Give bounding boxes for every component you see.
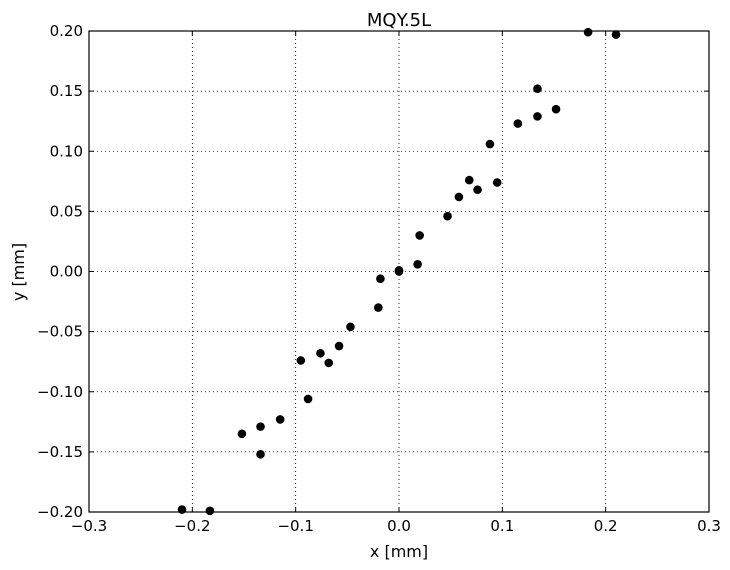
y-tick-label: 0.10 — [50, 142, 83, 160]
y-tick-label: −0.20 — [37, 503, 83, 521]
x-tick-label: 0.2 — [594, 517, 618, 535]
x-axis-label: x [mm] — [370, 542, 428, 561]
x-tick-label: −0.2 — [174, 517, 210, 535]
data-point — [583, 27, 593, 37]
data-point — [376, 274, 385, 284]
data-point — [415, 231, 424, 240]
data-point — [334, 341, 344, 351]
plot-frame — [88, 30, 710, 513]
data-point — [413, 259, 422, 269]
data-point — [374, 303, 383, 312]
data-point — [485, 139, 495, 149]
y-axis-label: y [mm] — [9, 243, 28, 301]
data-point — [177, 505, 187, 514]
y-tick-label: −0.10 — [37, 383, 83, 401]
data-point — [303, 394, 313, 404]
x-tick-label: 0.3 — [697, 517, 721, 535]
data-point — [464, 175, 474, 185]
data-point — [394, 265, 404, 275]
y-tick-label: 0.00 — [50, 263, 83, 281]
x-tick-label: 0.0 — [387, 517, 411, 535]
y-tick-label: 0.20 — [50, 22, 83, 40]
data-point — [492, 178, 502, 187]
data-points — [177, 27, 621, 516]
data-point — [443, 211, 452, 221]
y-tick-label: −0.05 — [37, 323, 83, 341]
data-point — [533, 84, 542, 94]
data-point — [237, 429, 247, 439]
data-point — [533, 112, 542, 121]
data-point — [513, 119, 523, 128]
data-point — [551, 104, 561, 114]
y-tick-label: −0.15 — [37, 443, 83, 461]
data-point — [316, 348, 325, 358]
x-tick-label: −0.3 — [71, 517, 107, 535]
x-tick-label: −0.1 — [277, 517, 313, 535]
y-tick-label: 0.15 — [50, 82, 83, 100]
x-tick-labels: −0.3 −0.2 −0.1 0.0 0.1 0.2 0.3 — [71, 517, 721, 535]
data-point — [296, 356, 306, 365]
y-tick-labels: −0.20 −0.15 −0.10 −0.05 0.00 0.05 0.10 0.15 0.20 — [37, 22, 83, 521]
data-point — [324, 358, 334, 368]
data-point — [256, 422, 265, 431]
data-point — [611, 30, 621, 39]
data-point — [275, 415, 285, 424]
chart-title: MQY.5L — [367, 10, 431, 31]
grid-lines — [89, 31, 709, 512]
data-point — [346, 322, 355, 332]
data-point — [256, 449, 265, 459]
data-point — [205, 506, 215, 516]
x-tick-label: 0.1 — [490, 517, 514, 535]
data-point — [454, 192, 464, 202]
y-tick-label: 0.05 — [50, 202, 83, 220]
data-point — [473, 185, 482, 195]
